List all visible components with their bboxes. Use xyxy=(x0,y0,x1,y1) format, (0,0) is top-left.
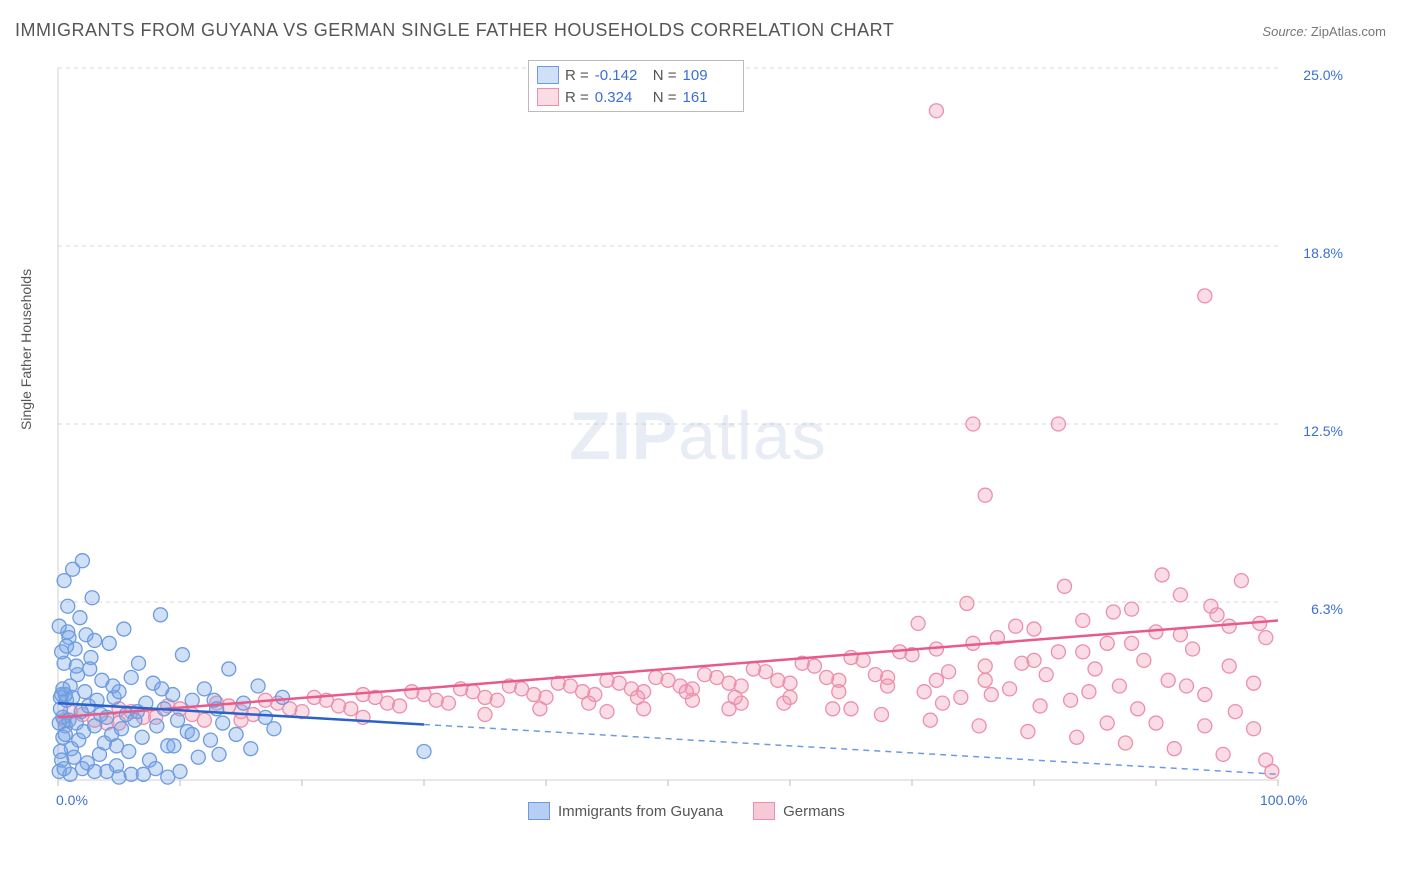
series-legend: Immigrants from Guyana Germans xyxy=(528,802,845,820)
stat-label-n: N = xyxy=(653,89,677,106)
stat-label-n: N = xyxy=(653,67,677,84)
y-axis-label: Single Father Households xyxy=(18,269,34,430)
x-tick-0: 0.0% xyxy=(56,792,88,808)
legend-swatch-blue xyxy=(528,802,550,820)
stat-label-r: R = xyxy=(565,67,589,84)
plot-area: R = -0.142 N = 109 R = 0.324 N = 161 ZIP… xyxy=(48,60,1348,820)
y-tick-label: 25.0% xyxy=(1303,67,1343,83)
y-tick-label: 6.3% xyxy=(1311,601,1343,617)
stat-pink-n: 161 xyxy=(683,89,735,106)
y-tick-label: 18.8% xyxy=(1303,245,1343,261)
legend-label-blue: Immigrants from Guyana xyxy=(558,803,723,820)
source-credit: Source: ZipAtlas.com xyxy=(1262,24,1386,39)
swatch-blue xyxy=(537,66,559,84)
chart-container: { "title": "IMMIGRANTS FROM GUYANA VS GE… xyxy=(0,0,1406,892)
stat-label-r: R = xyxy=(565,89,589,106)
stats-row-blue: R = -0.142 N = 109 xyxy=(537,64,735,86)
legend-item-pink: Germans xyxy=(753,802,845,820)
legend-item-blue: Immigrants from Guyana xyxy=(528,802,723,820)
stat-blue-r: -0.142 xyxy=(595,67,647,84)
stats-legend: R = -0.142 N = 109 R = 0.324 N = 161 xyxy=(528,60,744,112)
swatch-pink xyxy=(537,88,559,106)
stat-pink-r: 0.324 xyxy=(595,89,647,106)
y-tick-label: 12.5% xyxy=(1303,423,1343,439)
chart-title: IMMIGRANTS FROM GUYANA VS GERMAN SINGLE … xyxy=(15,20,894,41)
scatter-plot-svg xyxy=(48,60,1348,820)
source-value: ZipAtlas.com xyxy=(1311,24,1386,39)
stats-row-pink: R = 0.324 N = 161 xyxy=(537,86,735,108)
source-label: Source: xyxy=(1262,24,1307,39)
stat-blue-n: 109 xyxy=(683,67,735,84)
x-tick-100: 100.0% xyxy=(1260,792,1307,808)
legend-swatch-pink xyxy=(753,802,775,820)
legend-label-pink: Germans xyxy=(783,803,845,820)
